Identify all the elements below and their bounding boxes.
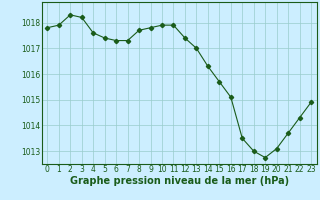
X-axis label: Graphe pression niveau de la mer (hPa): Graphe pression niveau de la mer (hPa) xyxy=(70,176,289,186)
